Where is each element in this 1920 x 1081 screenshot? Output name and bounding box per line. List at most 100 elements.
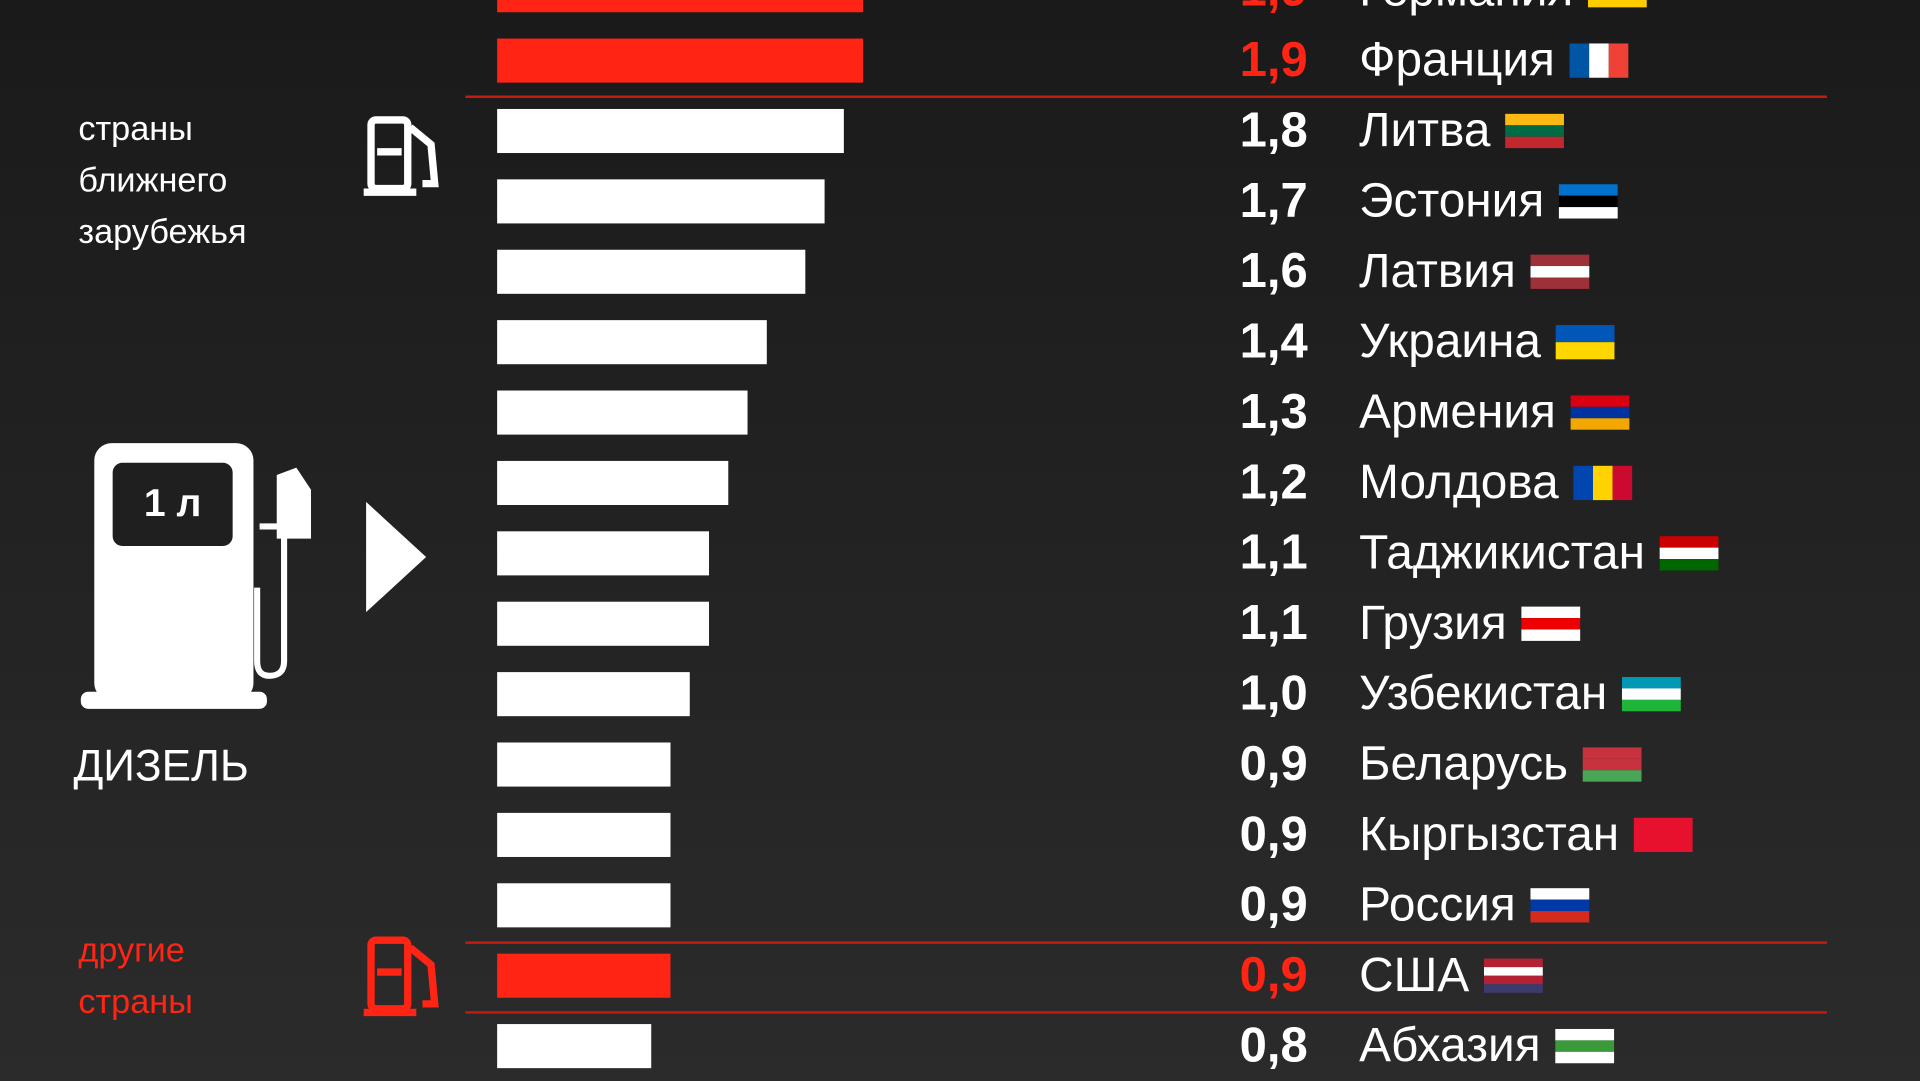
unit-label: 1 л [144, 482, 202, 525]
flag [1530, 254, 1590, 289]
bar [497, 953, 671, 998]
flag-stripe [1570, 406, 1630, 419]
flag-stripe [1555, 325, 1615, 343]
bar [497, 390, 748, 435]
flag-stripe [1573, 465, 1593, 501]
bar [497, 249, 806, 294]
value-label: 1,7 [1240, 174, 1308, 228]
category-label: Узбекистан [1359, 667, 1607, 720]
flag [1569, 43, 1629, 78]
flag-stripe [1483, 967, 1543, 976]
category-label: Литва [1359, 104, 1491, 157]
flag-stripe [1621, 699, 1681, 712]
flag [1483, 958, 1543, 993]
group-label: другие [78, 932, 185, 970]
arrow [366, 501, 427, 613]
value-label: 1,4 [1240, 315, 1308, 369]
value-label: 1,1 [1240, 596, 1308, 650]
flag [1633, 817, 1693, 853]
fuel-pump [80, 443, 312, 709]
value-label: 1,2 [1240, 455, 1308, 509]
pump-icon [363, 936, 439, 1017]
flag [1558, 184, 1618, 219]
bar [497, 742, 671, 787]
flag [1570, 395, 1630, 430]
bar [497, 672, 690, 717]
flag [1555, 325, 1615, 360]
bar [497, 0, 864, 13]
flag [1659, 536, 1719, 571]
category-label: Латвия [1359, 245, 1516, 298]
flag [1521, 606, 1581, 641]
value-label: 0,9 [1240, 807, 1308, 861]
flag-stripe [1505, 125, 1564, 137]
category-label: Франция [1359, 34, 1555, 87]
bar [497, 320, 767, 365]
flag-stripe [1582, 758, 1642, 771]
flag [1530, 888, 1590, 923]
value-label: 1,9 [1240, 0, 1308, 17]
flag-stripe [1530, 911, 1590, 923]
flag-stripe [1569, 43, 1590, 78]
flag-stripe [1659, 559, 1719, 571]
flag-stripe [1521, 629, 1581, 641]
flag-stripe [1659, 536, 1719, 548]
group-label: страны [78, 110, 193, 148]
flag-stripe [1483, 958, 1543, 968]
flag-stripe [1659, 547, 1719, 560]
value-label: 1,8 [1240, 103, 1308, 157]
flag-stripe [1483, 975, 1543, 985]
category-label: Грузия [1359, 597, 1507, 650]
flag-stripe [1530, 277, 1590, 289]
flag-stripe [1521, 606, 1581, 619]
value-label: 0,9 [1240, 948, 1308, 1002]
flag-stripe [1558, 195, 1618, 208]
flag-stripe [1555, 1028, 1615, 1041]
flag-stripe [1621, 677, 1681, 689]
flag-stripe [1505, 113, 1564, 126]
flag [1621, 677, 1681, 712]
bar [497, 460, 729, 505]
value-label: 1,9 [1240, 33, 1308, 87]
flag-stripe [1592, 465, 1613, 501]
bar [497, 38, 864, 83]
category-label: Молдова [1359, 456, 1559, 509]
value-label: 1,0 [1240, 667, 1308, 721]
flag-stripe [1530, 266, 1590, 278]
flag [1582, 747, 1642, 782]
value-label: 0,8 [1240, 1018, 1308, 1072]
flag-stripe [1521, 618, 1581, 630]
category-label: Кыргызстан [1359, 808, 1619, 861]
group-label: зарубежья [78, 213, 246, 251]
bar [497, 812, 671, 857]
category-label: Армения [1359, 386, 1556, 439]
category-label: Абхазия [1359, 1019, 1540, 1072]
flag [1555, 1028, 1615, 1064]
category-label: Россия [1359, 878, 1516, 931]
category-label: Беларусь [1359, 738, 1568, 791]
flag [1587, 0, 1647, 8]
bar [497, 1024, 652, 1069]
group-label: ближнего [78, 161, 227, 199]
flag-stripe [1558, 184, 1618, 196]
bar [497, 108, 844, 154]
bar [497, 531, 710, 576]
flag-stripe [1530, 899, 1590, 912]
fuel-label: ДИЗЕЛЬ [73, 741, 248, 790]
group-label: страны [78, 983, 193, 1021]
value-label: 1,3 [1240, 385, 1308, 439]
flag-stripe [1587, 0, 1647, 8]
flag-stripe [1555, 1040, 1615, 1052]
category-label: Германия [1359, 0, 1573, 16]
category-label: Эстония [1359, 174, 1544, 227]
value-label: 0,9 [1240, 737, 1308, 791]
value-label: 1,6 [1240, 244, 1308, 298]
flag-stripe [1608, 43, 1629, 78]
flag-stripe [1582, 770, 1642, 782]
flag-stripe [1483, 984, 1543, 993]
category-label: Таджикистан [1359, 526, 1645, 579]
value-label: 0,9 [1240, 878, 1308, 932]
bar [497, 601, 710, 646]
flag-stripe [1633, 817, 1693, 853]
